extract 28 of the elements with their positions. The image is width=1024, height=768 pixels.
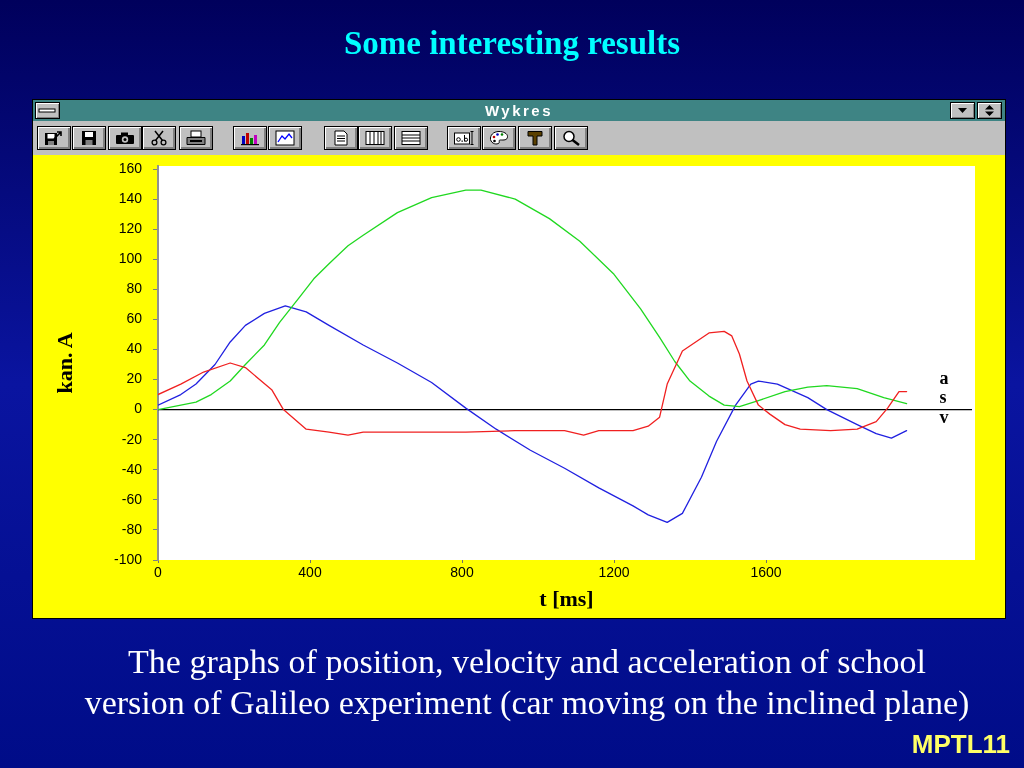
x-tick-label: 800 bbox=[450, 564, 474, 581]
y-tick-label: 80 bbox=[126, 280, 143, 297]
text: MPTL11 bbox=[911, 729, 1010, 759]
series-label: v bbox=[939, 407, 949, 428]
y-tick-label: 120 bbox=[118, 220, 143, 237]
x-tick-label: 1200 bbox=[598, 564, 630, 581]
x-tick-label: 1600 bbox=[750, 564, 782, 581]
y-tick-label: -40 bbox=[121, 460, 143, 477]
text: The graphs of position, velocity and acceleration of school version of Galileo experiment (car moving on the inclined plane) bbox=[83, 642, 971, 723]
y-tick-label: 160 bbox=[118, 159, 143, 176]
x-axis-title: t [ms] bbox=[539, 586, 594, 612]
x-tick-label: 400 bbox=[298, 564, 322, 581]
y-tick-label: 20 bbox=[126, 370, 143, 387]
y-tick-label: -20 bbox=[121, 430, 143, 447]
y-tick-label: 140 bbox=[118, 189, 143, 206]
y-axis-title: kan. A bbox=[51, 332, 77, 394]
y-tick-label: 0 bbox=[134, 400, 143, 417]
y-tick-label: 40 bbox=[126, 340, 143, 357]
series-label: s bbox=[939, 387, 947, 408]
y-tick-label: 60 bbox=[126, 310, 143, 327]
text: Wykres bbox=[484, 102, 554, 119]
chart-title: Some interesting results bbox=[343, 25, 681, 61]
x-tick-label: 0 bbox=[154, 564, 163, 581]
y-tick-label: -100 bbox=[113, 550, 143, 567]
y-tick-label: -60 bbox=[121, 490, 143, 507]
y-tick-label: 100 bbox=[118, 250, 143, 267]
series-label: a bbox=[939, 368, 949, 389]
y-tick-label: -80 bbox=[121, 520, 143, 537]
